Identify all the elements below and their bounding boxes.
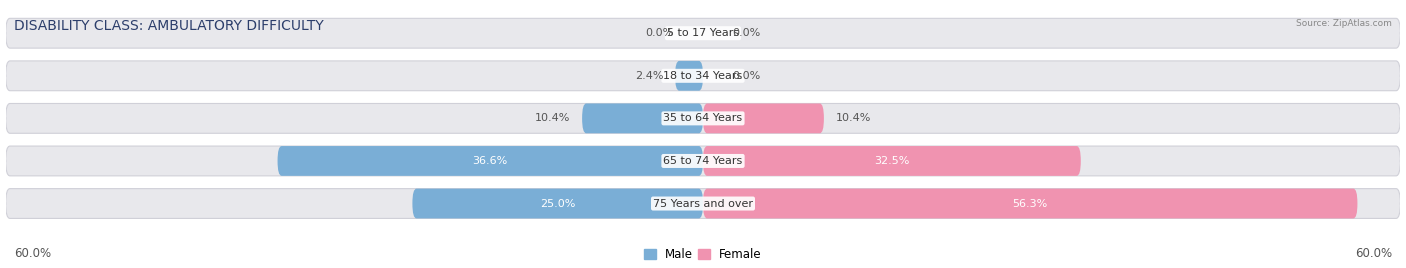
- Text: 0.0%: 0.0%: [733, 28, 761, 38]
- Text: 32.5%: 32.5%: [875, 156, 910, 166]
- FancyBboxPatch shape: [703, 103, 824, 133]
- Text: 0.0%: 0.0%: [733, 71, 761, 81]
- Text: 65 to 74 Years: 65 to 74 Years: [664, 156, 742, 166]
- FancyBboxPatch shape: [582, 103, 703, 133]
- Text: 10.4%: 10.4%: [536, 113, 571, 123]
- Text: 60.0%: 60.0%: [14, 247, 51, 260]
- FancyBboxPatch shape: [703, 146, 1081, 176]
- Legend: Male, Female: Male, Female: [640, 243, 766, 266]
- Text: 35 to 64 Years: 35 to 64 Years: [664, 113, 742, 123]
- Text: 25.0%: 25.0%: [540, 199, 575, 209]
- Text: 36.6%: 36.6%: [472, 156, 508, 166]
- Text: 2.4%: 2.4%: [636, 71, 664, 81]
- FancyBboxPatch shape: [277, 146, 703, 176]
- Text: 18 to 34 Years: 18 to 34 Years: [664, 71, 742, 81]
- FancyBboxPatch shape: [6, 189, 1400, 218]
- FancyBboxPatch shape: [412, 189, 703, 218]
- Text: Source: ZipAtlas.com: Source: ZipAtlas.com: [1296, 19, 1392, 28]
- Text: 0.0%: 0.0%: [645, 28, 673, 38]
- FancyBboxPatch shape: [6, 103, 1400, 133]
- FancyBboxPatch shape: [675, 61, 703, 91]
- FancyBboxPatch shape: [6, 61, 1400, 91]
- FancyBboxPatch shape: [6, 146, 1400, 176]
- Text: 75 Years and over: 75 Years and over: [652, 199, 754, 209]
- FancyBboxPatch shape: [6, 18, 1400, 48]
- Text: 10.4%: 10.4%: [835, 113, 870, 123]
- Text: 60.0%: 60.0%: [1355, 247, 1392, 260]
- Text: 56.3%: 56.3%: [1012, 199, 1047, 209]
- Text: DISABILITY CLASS: AMBULATORY DIFFICULTY: DISABILITY CLASS: AMBULATORY DIFFICULTY: [14, 19, 323, 33]
- FancyBboxPatch shape: [703, 189, 1357, 218]
- Text: 5 to 17 Years: 5 to 17 Years: [666, 28, 740, 38]
